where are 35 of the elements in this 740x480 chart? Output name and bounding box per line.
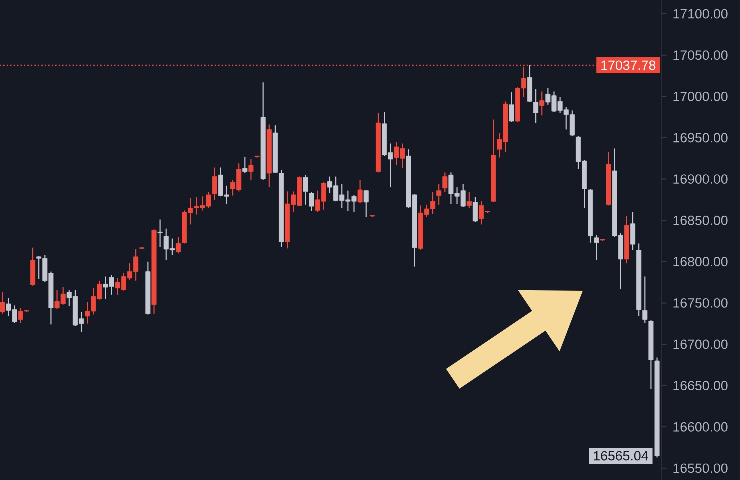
candlestick xyxy=(509,92,514,123)
y-tick-label: 17100.00 xyxy=(674,9,728,19)
candlestick xyxy=(364,189,369,218)
y-tick-label: 16650.00 xyxy=(674,381,728,391)
y-tick-label: 17050.00 xyxy=(674,50,728,60)
y-tick-label: 17000.00 xyxy=(674,92,728,102)
candlestick xyxy=(309,192,314,212)
candlestick xyxy=(0,292,6,314)
candlestick xyxy=(212,167,218,200)
y-tick-label: 16550.00 xyxy=(674,464,728,474)
candlestick xyxy=(472,196,478,223)
y-tick-label: 16800.00 xyxy=(674,257,728,267)
candlestick xyxy=(242,156,248,174)
candlestick xyxy=(466,192,472,209)
candlestick xyxy=(642,276,648,324)
candlestick xyxy=(540,91,545,116)
ref-line-label: 17037.78 xyxy=(602,60,656,70)
y-tick-label: 16700.00 xyxy=(674,340,728,350)
y-tick-label: 16850.00 xyxy=(674,216,728,226)
annotation: 16565.04 xyxy=(594,451,648,461)
y-tick-label: 16750.00 xyxy=(674,298,728,308)
candlestick xyxy=(436,184,442,206)
y-tick-label: 16950.00 xyxy=(674,133,728,143)
candlestick xyxy=(248,158,254,181)
candlestick xyxy=(176,236,181,254)
y-tick-label: 16600.00 xyxy=(674,422,728,432)
candlestick xyxy=(303,174,308,206)
candlestick xyxy=(534,88,539,124)
candlestick xyxy=(358,180,363,204)
candlestick xyxy=(594,234,600,261)
candlestick xyxy=(158,219,163,248)
candlestick xyxy=(630,212,636,251)
candlestick xyxy=(442,172,448,194)
candlestick xyxy=(527,64,532,103)
y-tick-label: 16900.00 xyxy=(674,174,728,184)
